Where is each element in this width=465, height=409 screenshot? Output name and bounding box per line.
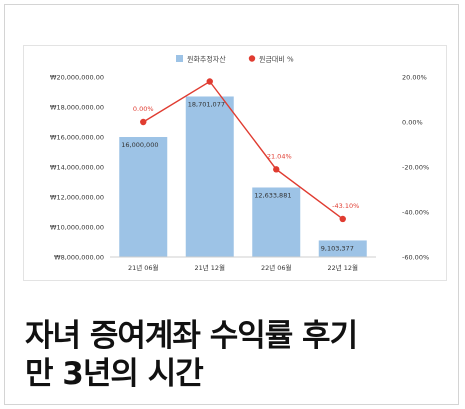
bar-value-label: 16,000,000	[121, 141, 158, 149]
x-tick-label: 21년 06월	[128, 263, 159, 272]
y-left-tick-label: ₩8,000,000.00	[54, 254, 104, 262]
bar	[185, 96, 234, 257]
figure-frame: 원화추정자산 원금대비 % ₩20,000,000.00 ₩18,000,000.00…	[4, 4, 459, 405]
combo-chart: 원화추정자산 원금대비 % ₩20,000,000.00 ₩18,000,000.00…	[50, 55, 429, 273]
legend-label-bar: 원화추정자산	[187, 55, 226, 64]
x-tick-label: 22년 12월	[327, 263, 358, 272]
chart-panel: 원화추정자산 원금대비 % ₩20,000,000.00 ₩18,000,000.00…	[23, 45, 447, 281]
x-tick-label: 21년 12월	[194, 263, 225, 272]
y-left-tick-label: ₩20,000,000.00	[50, 74, 104, 82]
bar-value-label: 18,701,077	[188, 100, 225, 108]
y-left-tick-label: ₩14,000,000.00	[50, 164, 104, 172]
line-series	[142, 80, 344, 220]
legend-swatch-bar	[176, 55, 183, 62]
line-point	[140, 118, 147, 126]
bar-value-label: 9,103,377	[321, 244, 354, 252]
line-point	[206, 78, 213, 85]
bar-value-label: 12,633,881	[254, 191, 291, 199]
bar	[318, 240, 367, 257]
line-value-label: 21.04%	[267, 152, 292, 160]
y-left-tick-label: ₩16,000,000.00	[50, 134, 104, 142]
legend-label-line: 원금대비 %	[259, 55, 294, 64]
y-right-tick-label: -60.00%	[402, 254, 429, 262]
y-left-tick-label: ₩10,000,000.00	[50, 224, 104, 232]
y-right-tick-label: 20.00%	[402, 74, 427, 82]
headline-line-2: 만 3년의 시간	[25, 356, 204, 392]
line-value-label: 0.00%	[133, 105, 154, 113]
y-left-tick-label: ₩12,000,000.00	[50, 194, 104, 202]
line-value-label: -43.10%	[332, 202, 359, 210]
y-left-tick-label: ₩18,000,000.00	[50, 104, 104, 112]
headline-line-1: 자녀 증여계좌 수익률 후기	[25, 318, 358, 354]
headline: 자녀 증여계좌 수익률 후기 만 3년의 시간	[25, 317, 455, 393]
legend-marker-line	[248, 55, 256, 62]
line-point	[339, 215, 346, 223]
x-tick-label: 22년 06월	[261, 263, 292, 272]
bar	[119, 137, 168, 257]
y-right-tick-label: -40.00%	[402, 209, 429, 217]
y-right-tick-label: -20.00%	[402, 164, 429, 172]
bar	[252, 187, 301, 257]
line-point	[273, 166, 280, 173]
y-right-tick-label: 0.00%	[402, 119, 423, 127]
